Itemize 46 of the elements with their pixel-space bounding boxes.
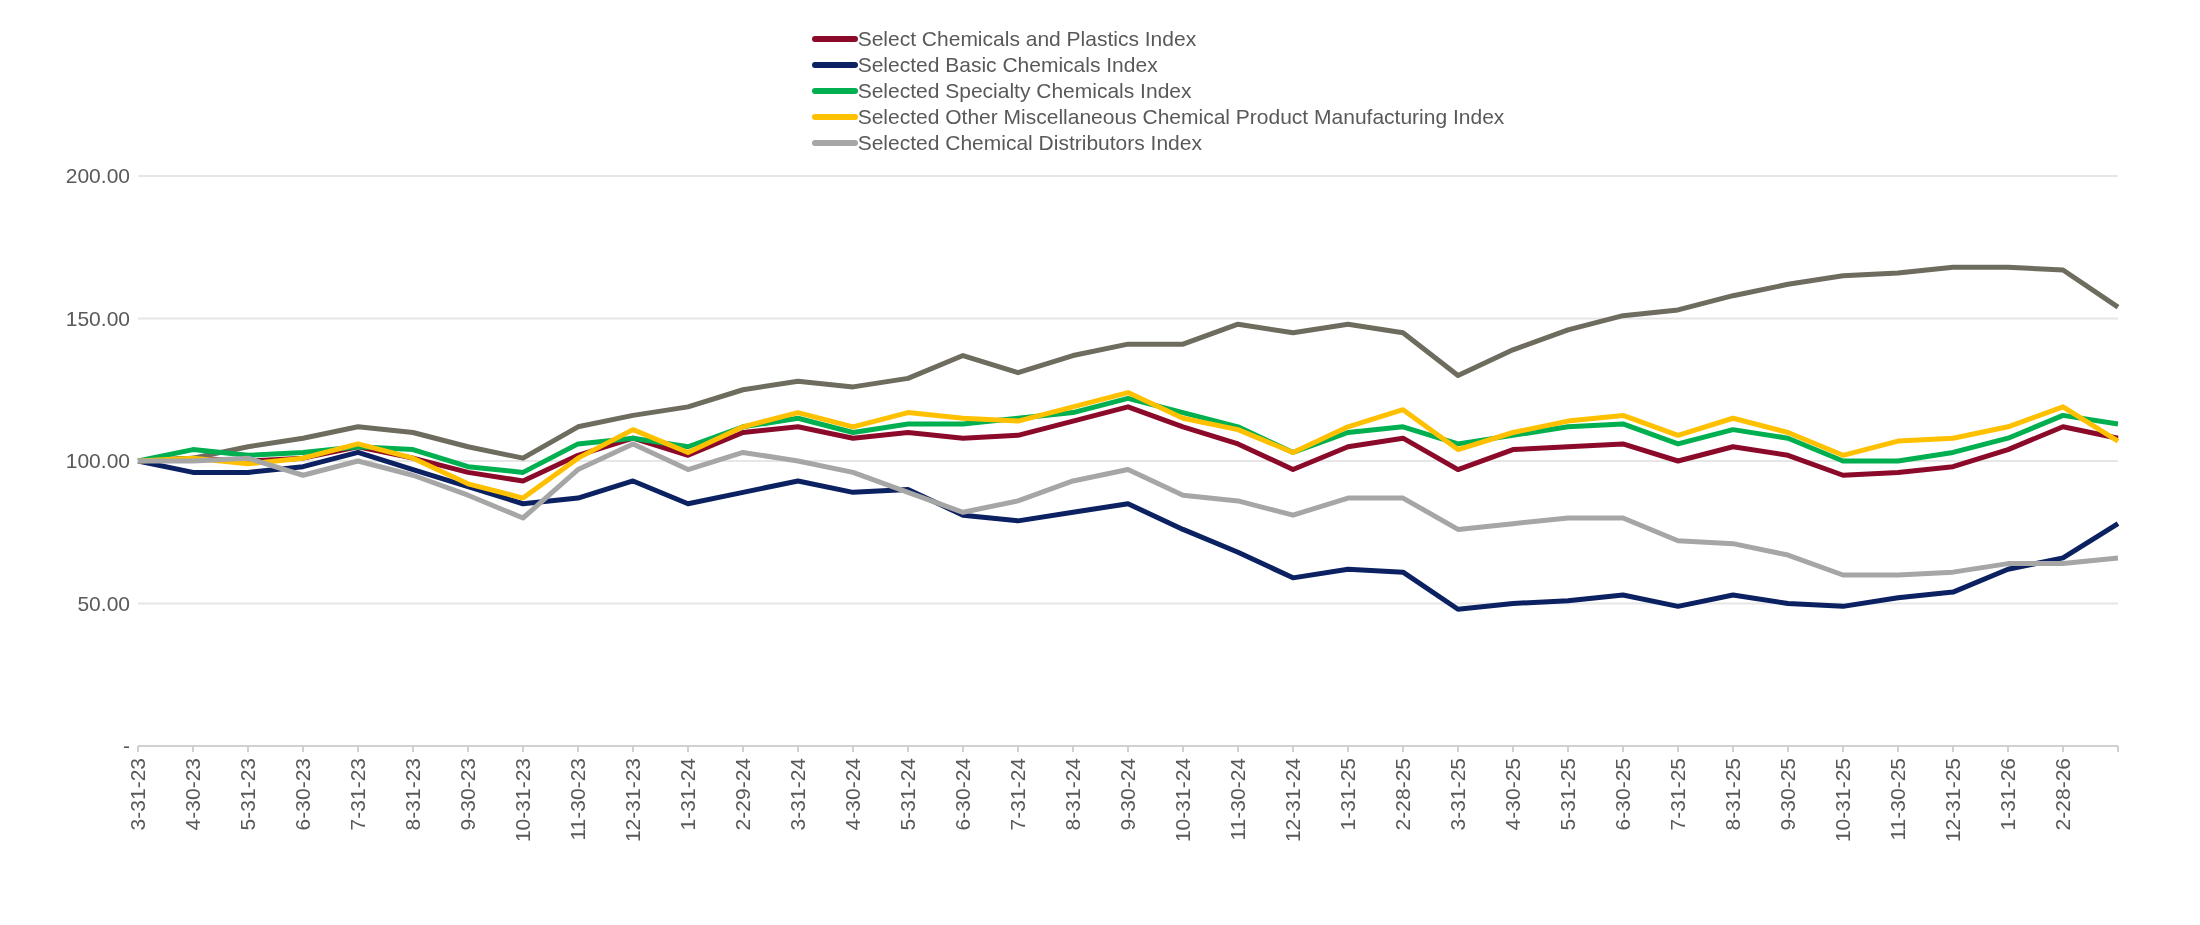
x-tick-label: 6-30-23 (290, 758, 314, 831)
x-tick-label: 1-31-26 (1995, 758, 2019, 831)
y-tick-label: 200.00 (65, 164, 130, 188)
x-tick-label: 8-31-23 (400, 758, 424, 831)
x-tick-label: 9-30-24 (1115, 757, 1139, 831)
x-tick-label: 12-31-25 (1940, 758, 1964, 843)
legend-label: Selected Other Miscellaneous Chemical Product Manufacturing Index (857, 105, 1505, 129)
x-tick-label: 8-31-25 (1720, 758, 1744, 831)
x-tick-label: 9-30-23 (455, 758, 479, 831)
x-tick-label: 2-28-25 (1390, 758, 1414, 831)
legend-label: Selected Basic Chemicals Index (857, 53, 1158, 77)
x-tick-label: 10-31-25 (1830, 758, 1854, 843)
x-tick-label: 6-30-24 (950, 757, 974, 831)
x-tick-label: 11-30-24 (1225, 757, 1249, 841)
y-tick-label: - (123, 734, 130, 758)
x-tick-label: 1-31-25 (1335, 758, 1359, 831)
x-tick-label: 12-31-24 (1280, 757, 1304, 843)
legend-label: Selected Chemical Distributors Index (857, 131, 1202, 155)
x-tick-label: 7-31-24 (1005, 757, 1029, 831)
x-tick-label: 3-31-23 (125, 758, 149, 831)
x-tick-label: 7-31-23 (345, 758, 369, 831)
x-tick-label: 12-31-23 (620, 758, 644, 843)
x-tick-label: 2-29-24 (730, 757, 754, 831)
y-tick-label: 100.00 (65, 449, 130, 473)
x-tick-label: 5-31-25 (1555, 758, 1579, 831)
x-tick-label: 4-30-24 (840, 757, 864, 831)
x-tick-label: 1-31-24 (675, 757, 699, 831)
x-tick-label: 5-31-23 (235, 758, 259, 831)
y-tick-label: 50.00 (77, 591, 130, 615)
x-tick-label: 11-30-25 (1885, 758, 1909, 841)
x-tick-label: 3-31-25 (1445, 758, 1469, 831)
x-tick-label: 6-30-25 (1610, 758, 1634, 831)
x-tick-label: 10-31-24 (1170, 757, 1194, 843)
x-tick-label: 8-31-24 (1060, 757, 1084, 831)
x-tick-label: 3-31-24 (785, 757, 809, 831)
y-tick-label: 150.00 (65, 306, 130, 330)
x-tick-label: 5-31-24 (895, 757, 919, 831)
x-tick-label: 2-28-26 (2050, 758, 2074, 831)
x-tick-label: 4-30-23 (180, 758, 204, 831)
legend-label: Selected Specialty Chemicals Index (857, 79, 1192, 103)
x-tick-label: 4-30-25 (1500, 758, 1524, 831)
x-tick-label: 10-31-23 (510, 758, 534, 843)
legend-label: Select Chemicals and Plastics Index (857, 27, 1197, 51)
x-tick-label: 9-30-25 (1775, 758, 1799, 831)
x-tick-label: 7-31-25 (1665, 758, 1689, 831)
x-tick-label: 11-30-23 (565, 758, 589, 841)
